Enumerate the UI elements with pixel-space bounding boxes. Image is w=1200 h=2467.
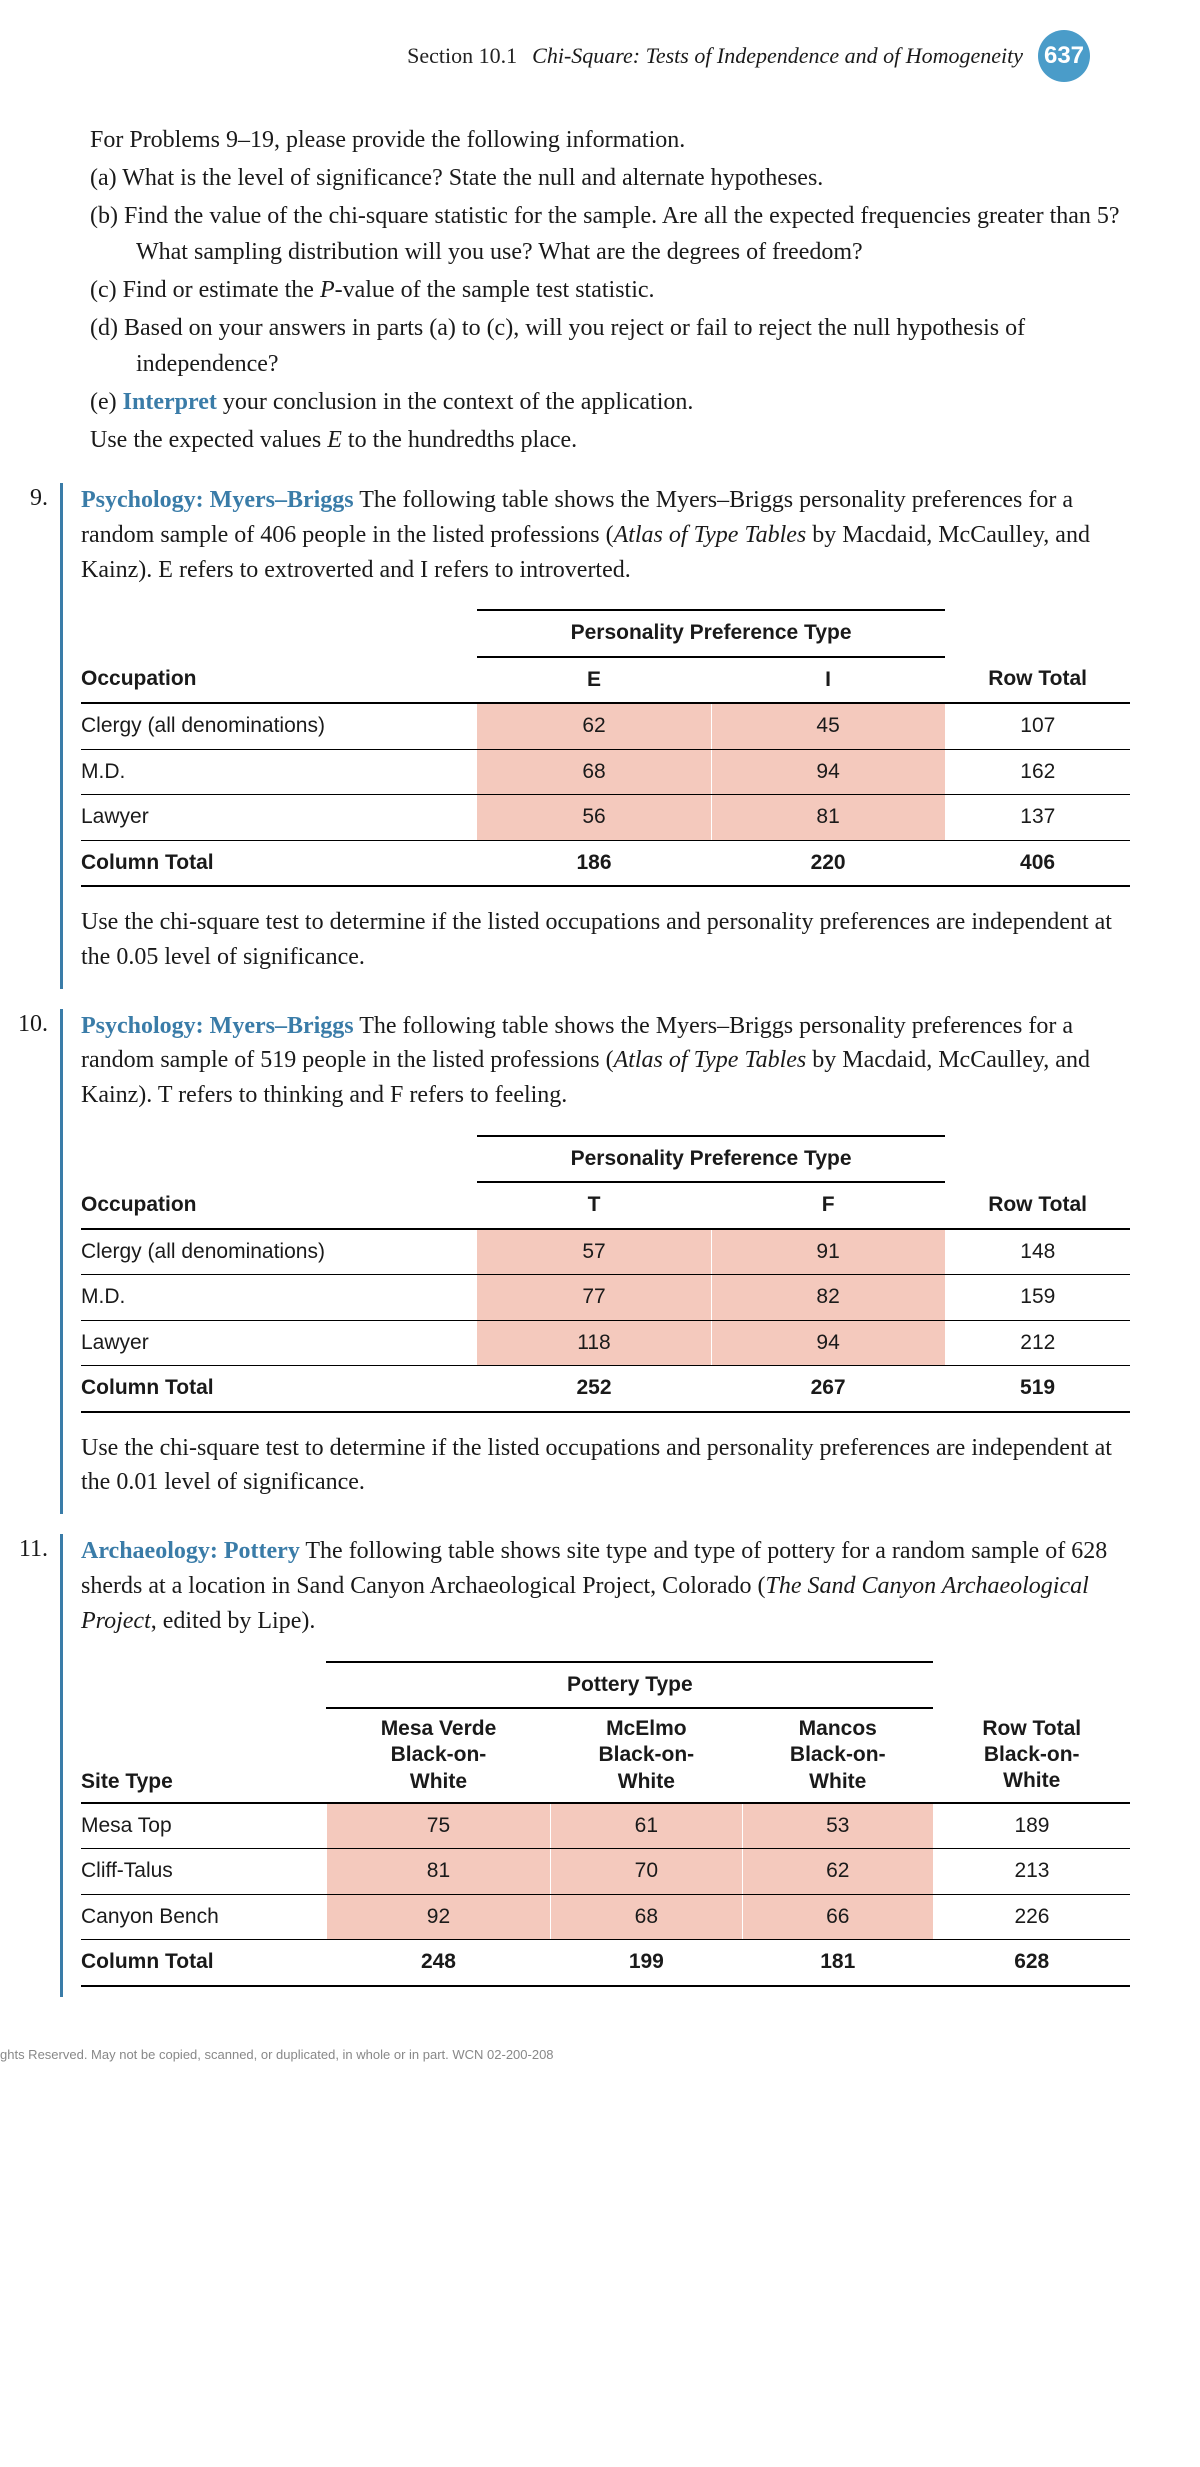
intro-a: (a) What is the level of significance? S… <box>90 160 1130 196</box>
intro-tail: Use the expected values E to the hundred… <box>90 422 1130 458</box>
problem-9: 9. Psychology: Myers–Briggs The followin… <box>0 483 1130 989</box>
problem-10: 10. Psychology: Myers–Briggs The followi… <box>0 1009 1130 1515</box>
page-number-badge: 637 <box>1038 30 1090 82</box>
col-i: I <box>711 657 945 703</box>
problem-number: 9. <box>0 483 60 989</box>
table-p10: Personality Preference Type Occupation T… <box>81 1135 1130 1413</box>
table-total-row: Column Total 252 267 519 <box>81 1366 1130 1412</box>
problem-instruction: Use the chi-square test to determine if … <box>81 905 1130 975</box>
col-mesaverde: Mesa VerdeBlack-on-White <box>326 1708 550 1803</box>
intro-e: (e) Interpret your conclusion in the con… <box>90 384 1130 420</box>
table-row: Cliff-Talus 81 70 62 213 <box>81 1849 1130 1894</box>
problem-body: Psychology: Myers–Briggs The following t… <box>60 483 1130 989</box>
col-mancos: MancosBlack-on-White <box>742 1708 933 1803</box>
col-occupation: Occupation <box>81 657 477 703</box>
intro-d: (d) Based on your answers in parts (a) t… <box>90 310 1130 382</box>
intro-c: (c) Find or estimate the P-value of the … <box>90 272 1130 308</box>
problem-body: Archaeology: Pottery The following table… <box>60 1534 1130 1996</box>
col-e: E <box>477 657 711 703</box>
col-f: F <box>711 1182 945 1228</box>
table-superheader: Pottery Type <box>326 1662 933 1708</box>
section-label: Section 10.1 <box>407 43 517 69</box>
col-rowtotal: Row Total <box>945 657 1130 703</box>
table-row: Clergy (all denominations) 57 91 148 <box>81 1229 1130 1275</box>
problem-number: 10. <box>0 1009 60 1515</box>
intro-lead: For Problems 9–19, please provide the fo… <box>90 122 1130 158</box>
table-row: Clergy (all denominations) 62 45 107 <box>81 703 1130 749</box>
table-superheader: Personality Preference Type <box>477 610 945 656</box>
section-title: Chi-Square: Tests of Independence and of… <box>532 43 1023 69</box>
problem-text: Archaeology: Pottery The following table… <box>81 1534 1130 1638</box>
problem-intro: For Problems 9–19, please provide the fo… <box>0 122 1130 458</box>
page-header: Section 10.1 Chi-Square: Tests of Indepe… <box>0 30 1130 82</box>
col-occupation: Occupation <box>81 1182 477 1228</box>
col-mcelmo: McElmoBlack-on-White <box>551 1708 742 1803</box>
col-rowtotal: Row TotalBlack-on-White <box>933 1708 1130 1803</box>
table-row: Lawyer 118 94 212 <box>81 1320 1130 1365</box>
col-sitetype: Site Type <box>81 1708 326 1803</box>
problem-instruction: Use the chi-square test to determine if … <box>81 1431 1130 1501</box>
table-total-row: Column Total 186 220 406 <box>81 840 1130 886</box>
problem-number: 11. <box>0 1534 60 1996</box>
col-t: T <box>477 1182 711 1228</box>
table-row: Mesa Top 75 61 53 189 <box>81 1803 1130 1849</box>
problem-body: Psychology: Myers–Briggs The following t… <box>60 1009 1130 1515</box>
table-row: M.D. 68 94 162 <box>81 749 1130 794</box>
problem-text: Psychology: Myers–Briggs The following t… <box>81 483 1130 587</box>
table-row: Canyon Bench 92 68 66 226 <box>81 1894 1130 1939</box>
problem-text: Psychology: Myers–Briggs The following t… <box>81 1009 1130 1113</box>
copyright-footer: ghts Reserved. May not be copied, scanne… <box>0 2047 1130 2062</box>
problem-11: 11. Archaeology: Pottery The following t… <box>0 1534 1130 1996</box>
table-p11: Pottery Type Site Type Mesa VerdeBlack-o… <box>81 1661 1130 1987</box>
table-p9: Personality Preference Type Occupation E… <box>81 609 1130 887</box>
intro-b: (b) Find the value of the chi-square sta… <box>90 198 1130 270</box>
col-rowtotal: Row Total <box>945 1182 1130 1228</box>
table-superheader: Personality Preference Type <box>477 1136 945 1182</box>
table-total-row: Column Total 248 199 181 628 <box>81 1940 1130 1986</box>
table-row: Lawyer 56 81 137 <box>81 795 1130 840</box>
table-row: M.D. 77 82 159 <box>81 1275 1130 1320</box>
